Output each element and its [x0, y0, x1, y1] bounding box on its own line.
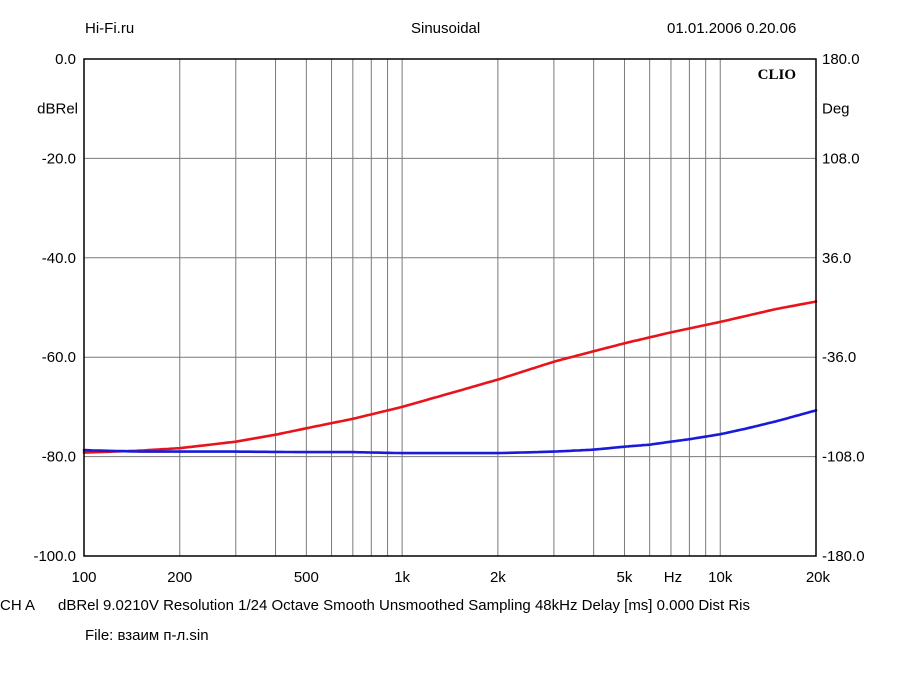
y-tick-label-right: 36.0 [822, 250, 851, 267]
y-tick-label-left: -100.0 [33, 548, 76, 565]
y-tick-label-left: -20.0 [42, 150, 76, 167]
x-tick-label: 100 [71, 569, 96, 586]
x-axis-unit-label: Hz [664, 569, 682, 586]
y-tick-label-left: 0.0 [55, 51, 76, 68]
y-tick-label-right: 108.0 [822, 150, 860, 167]
y-tick-label-right: -36.0 [822, 349, 856, 366]
y-axis-label-left: dBRel [37, 101, 78, 118]
footer-settings: dBRel 9.0210V Resolution 1/24 Octave Smo… [58, 597, 751, 614]
plot-frame [83, 58, 817, 557]
x-tick-label: 20k [806, 569, 831, 586]
x-tick-label: 500 [294, 569, 319, 586]
x-tick-label: 200 [167, 569, 192, 586]
brand-label: CLIO [758, 67, 796, 83]
x-tick-label: 2k [490, 569, 506, 586]
y-tick-label-left: -80.0 [42, 449, 76, 466]
footer-channel: CH A [0, 597, 36, 614]
y-axis-label-right: Deg [822, 101, 850, 118]
footer-file: File: взаим п-л.sin [85, 627, 209, 644]
y-tick-label-right: -108.0 [822, 449, 865, 466]
x-tick-label: 10k [708, 569, 733, 586]
series-line-red [82, 300, 818, 454]
x-tick-label: 1k [394, 569, 410, 586]
y-tick-label-left: -40.0 [42, 250, 76, 267]
header-site: Hi-Fi.ru [85, 20, 135, 37]
y-tick-label-left: -60.0 [42, 349, 76, 366]
y-tick-label-right: 180.0 [822, 51, 860, 68]
y-tick-label-right: -180.0 [822, 548, 865, 565]
series-layer [82, 300, 818, 455]
axis-labels: 0.0 -20.0 -40.0 -60.0 -80.0 -100.0 180.0 108.0 3… [33, 51, 864, 586]
header-mode: Sinusoidal [411, 20, 481, 37]
grid [84, 59, 816, 556]
header-datetime: 01.01.2006 0.20.06 [667, 20, 797, 37]
x-tick-label: 5k [617, 569, 633, 586]
series-line-blue [82, 409, 818, 455]
